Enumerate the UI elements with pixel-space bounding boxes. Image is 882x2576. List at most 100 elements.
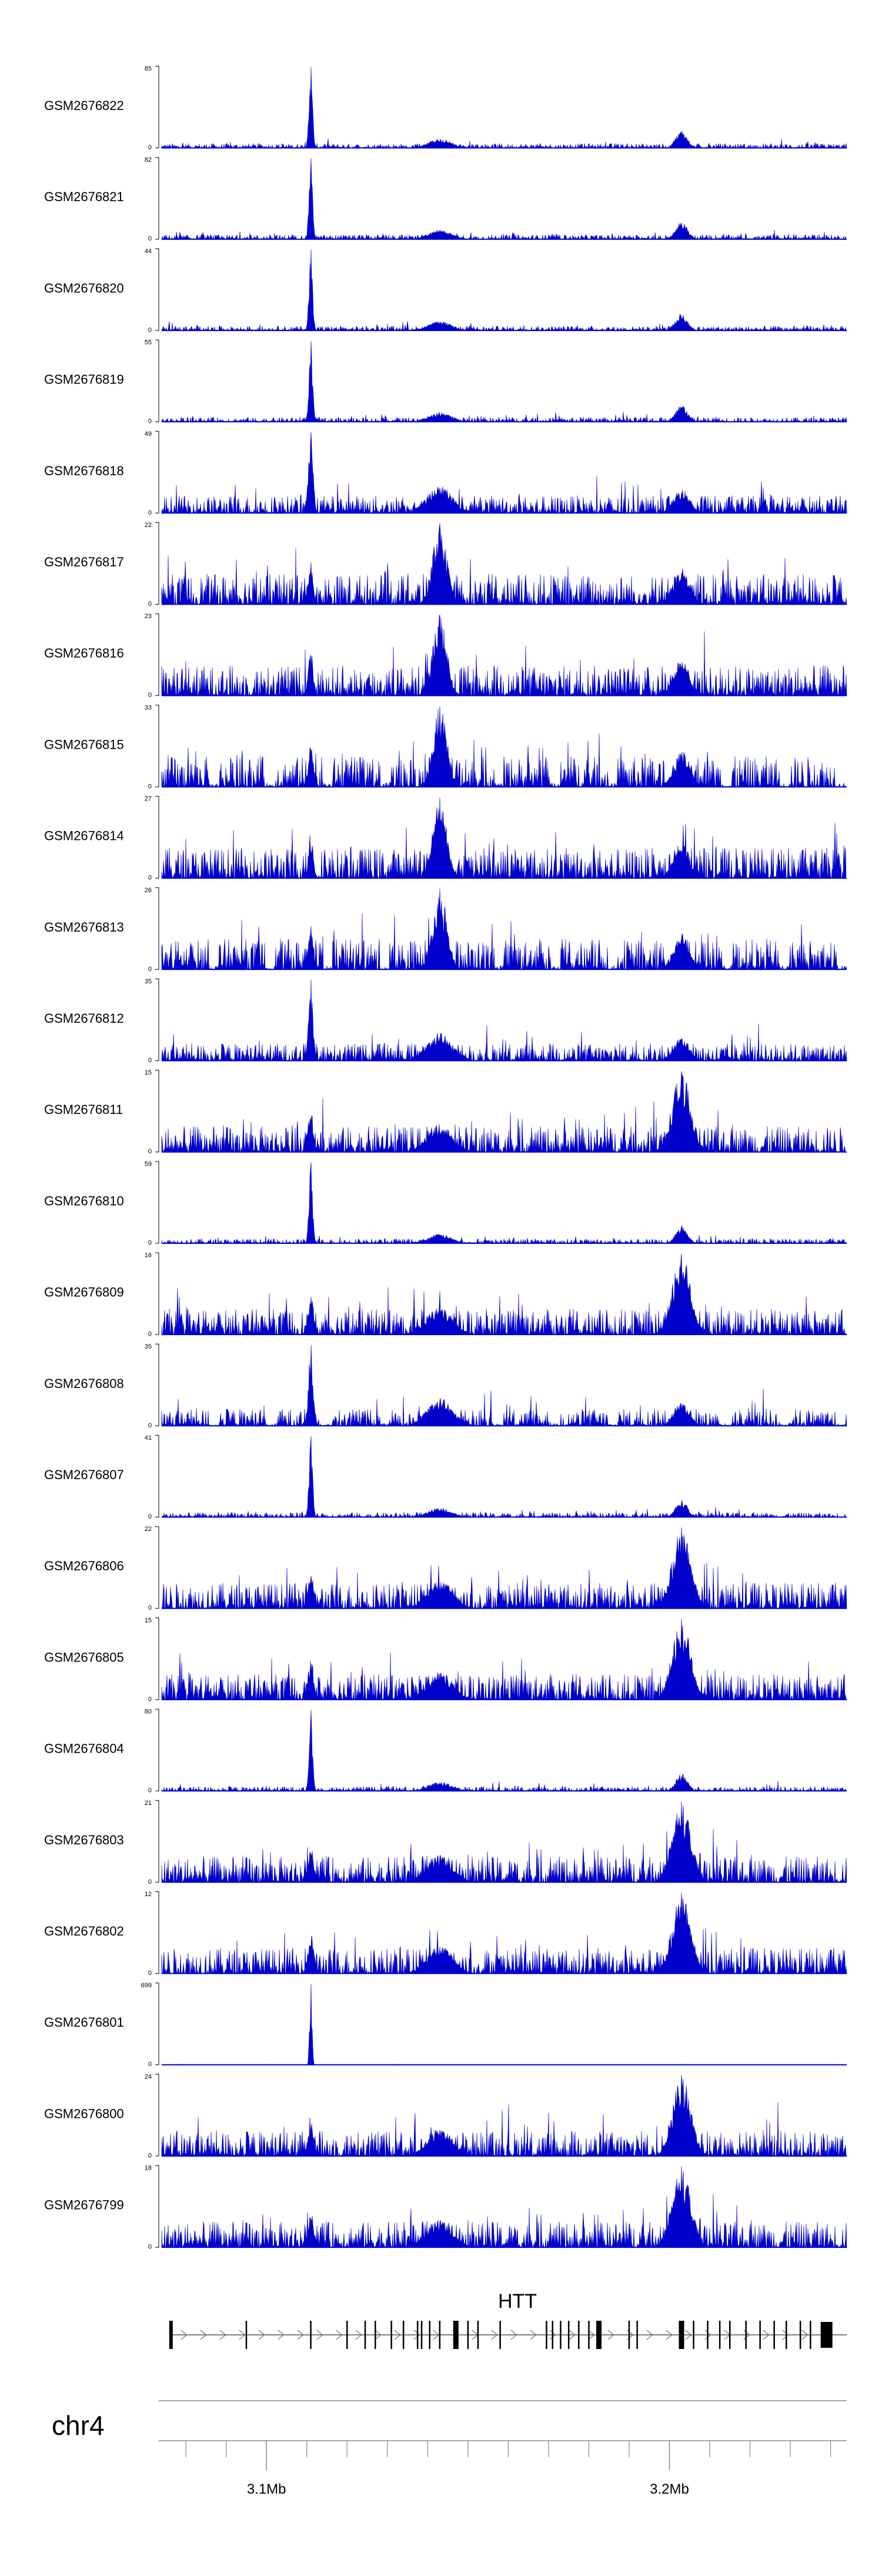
coverage-area <box>161 615 847 697</box>
exon <box>346 2321 348 2349</box>
coverage-area <box>161 432 847 514</box>
strand-arrow <box>394 2330 401 2340</box>
track-ymin-label: 0 <box>148 875 152 882</box>
track-ymax-label: 18 <box>145 2165 152 2172</box>
coverage-area <box>161 888 847 970</box>
coverage-area <box>161 797 847 879</box>
track-ymin-label: 0 <box>148 2244 152 2251</box>
track-label: GSM2676801 <box>44 2015 124 2030</box>
exon <box>745 2321 747 2349</box>
strand-arrow <box>666 2330 673 2340</box>
exon <box>799 2321 801 2349</box>
strand-arrow <box>549 2330 556 2340</box>
exon <box>499 2321 501 2349</box>
track-label: GSM2676811 <box>44 1102 123 1117</box>
strand-arrow <box>801 2330 808 2340</box>
track-ymin-label: 0 <box>148 1331 152 1338</box>
track-ymax-label: 21 <box>145 1800 152 1807</box>
exon <box>578 2321 580 2349</box>
track-GSM2676803: GSM2676803 21 0 <box>44 1800 847 1886</box>
exon <box>375 2321 376 2349</box>
strand-arrow <box>239 2330 246 2340</box>
coverage-tracks: GSM2676822850GSM2676821820GSM2676820440G… <box>44 65 848 2251</box>
coverage-area <box>161 66 847 149</box>
chromosome-axis: chr4 3.1Mb 3.2Mb <box>52 2400 847 2497</box>
track-GSM2676801: GSM2676801 699 0 <box>44 1982 847 2068</box>
coverage-area <box>161 158 847 241</box>
exon <box>707 2321 709 2349</box>
track-GSM2676817: GSM2676817 22 0 <box>44 522 847 608</box>
track-ymax-label: 12 <box>145 1891 152 1898</box>
exon <box>310 2321 312 2349</box>
exon <box>546 2321 547 2349</box>
track-GSM2676811: GSM2676811 15 0 <box>44 1069 848 1155</box>
track-ymin-label: 0 <box>148 1696 152 1703</box>
strand-arrow <box>588 2330 595 2340</box>
track-GSM2676821: GSM2676821 82 0 <box>44 156 847 242</box>
exon <box>596 2321 602 2349</box>
track-label: GSM2676805 <box>44 1650 124 1664</box>
track-label: GSM2676802 <box>44 1924 124 1938</box>
exon <box>759 2321 761 2349</box>
strand-arrow <box>375 2330 382 2340</box>
track-GSM2676813: GSM2676813 26 0 <box>44 887 847 973</box>
track-GSM2676808: GSM2676808 35 0 <box>44 1343 847 1429</box>
strand-arrow <box>200 2330 207 2340</box>
coverage-area <box>161 1162 847 1244</box>
track-ymax-label: 27 <box>145 796 152 803</box>
track-label: GSM2676820 <box>44 281 124 295</box>
exon <box>588 2321 590 2349</box>
coverage-area <box>161 2075 847 2157</box>
strand-arrow <box>219 2330 226 2340</box>
track-ymax-label: 59 <box>145 1160 152 1167</box>
exon <box>820 2322 833 2348</box>
exon <box>567 2321 570 2349</box>
exon <box>453 2321 459 2349</box>
track-label: GSM2676808 <box>44 1376 124 1391</box>
track-GSM2676804: GSM2676804 80 0 <box>44 1709 847 1794</box>
track-GSM2676818: GSM2676818 49 0 <box>44 431 847 516</box>
exon <box>679 2321 684 2349</box>
exon <box>420 2321 423 2349</box>
track-ymin-label: 0 <box>148 1422 152 1429</box>
track-ymin-label: 0 <box>148 1148 152 1155</box>
track-ymax-label: 26 <box>145 887 152 894</box>
track-ymin-label: 0 <box>148 1057 152 1064</box>
exon <box>429 2321 430 2349</box>
track-ymax-label: 23 <box>145 613 152 620</box>
strand-arrow <box>336 2330 343 2340</box>
track-label: GSM2676819 <box>44 372 124 387</box>
coverage-area <box>161 1436 847 1519</box>
track-label: GSM2676818 <box>44 463 124 478</box>
track-GSM2676810: GSM2676810 59 0 <box>44 1160 847 1246</box>
strand-arrow <box>685 2330 692 2340</box>
coverage-area <box>161 1344 847 1427</box>
exon <box>402 2321 405 2349</box>
coverage-area <box>161 249 847 332</box>
strand-arrow <box>491 2330 498 2340</box>
exon <box>467 2321 469 2349</box>
exon <box>364 2321 366 2349</box>
track-ymin-label: 0 <box>148 692 152 699</box>
track-ymin-label: 0 <box>148 966 152 973</box>
track-label: GSM2676810 <box>44 1193 124 1208</box>
strand-arrow <box>607 2330 614 2340</box>
coverage-area <box>161 1710 847 1792</box>
track-ymin-label: 0 <box>148 418 152 425</box>
track-ymin-label: 0 <box>148 509 152 516</box>
axis-tick-label: 3.2Mb <box>650 2481 689 2497</box>
coverage-area <box>161 1527 847 1610</box>
track-GSM2676800: GSM2676800 24 0 <box>44 2073 847 2159</box>
track-ymin-label: 0 <box>148 1878 152 1886</box>
coverage-area <box>161 1253 847 1336</box>
track-ymax-label: 22 <box>145 522 152 529</box>
track-ymax-label: 35 <box>145 978 152 985</box>
track-GSM2676819: GSM2676819 55 0 <box>44 339 847 425</box>
track-label: GSM2676813 <box>44 920 124 935</box>
track-ymax-label: 15 <box>145 1617 152 1624</box>
exon <box>773 2321 775 2349</box>
track-GSM2676809: GSM2676809 16 0 <box>44 1252 847 1338</box>
track-ymax-label: 22 <box>145 1526 152 1533</box>
strand-arrow <box>569 2330 576 2340</box>
